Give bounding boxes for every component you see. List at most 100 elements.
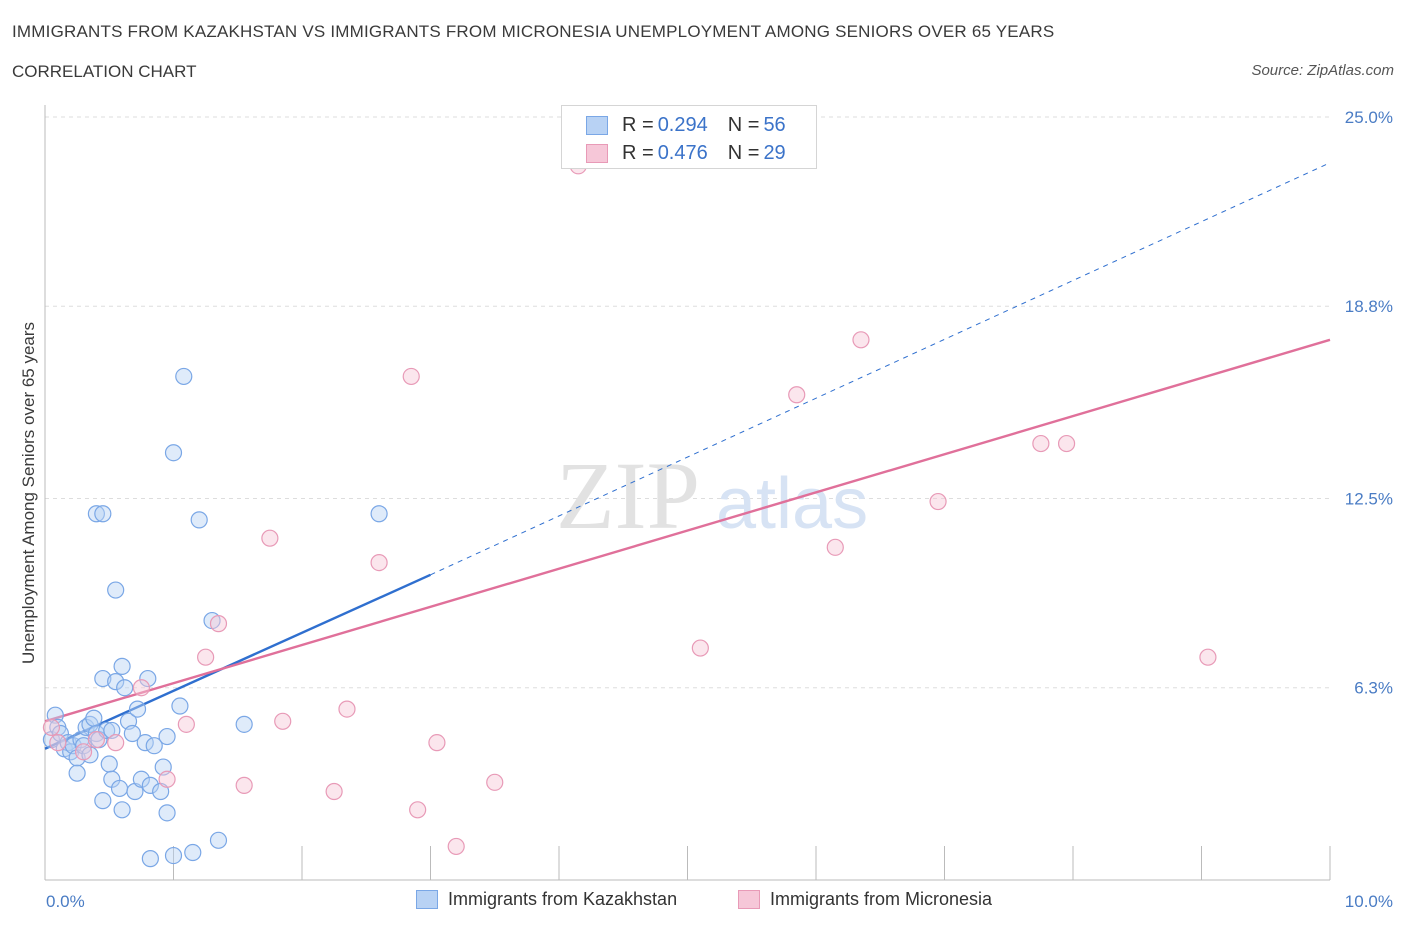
legend-r-value: 0.476 bbox=[657, 141, 708, 164]
kazakhstan-point bbox=[158, 804, 176, 822]
micronesia-point bbox=[325, 782, 343, 801]
x-tick-label: 0.0% bbox=[46, 892, 85, 911]
kazakhstan-point bbox=[113, 801, 131, 819]
micronesia-point bbox=[235, 776, 253, 794]
kazakhstan-point bbox=[107, 673, 125, 691]
micronesia-point bbox=[87, 731, 106, 749]
kazakhstan-point bbox=[110, 779, 129, 798]
kazakhstan-point bbox=[132, 770, 150, 788]
kazakhstan-trend-extension bbox=[430, 162, 1331, 576]
kazakhstan-point bbox=[141, 776, 159, 794]
micronesia-point bbox=[486, 773, 504, 791]
y-tick-label: 25.0% bbox=[1345, 108, 1393, 127]
legend-row-micronesia: R = 0.476 N = 29 bbox=[586, 142, 786, 164]
micronesia-point bbox=[447, 837, 465, 856]
watermark-zip: ZIP bbox=[556, 442, 700, 549]
kazakhstan-point bbox=[85, 709, 103, 727]
y-tick-label: 18.8% bbox=[1345, 297, 1393, 316]
kazakhstan-point bbox=[94, 792, 112, 810]
kazakhstan-point bbox=[158, 727, 176, 746]
legend-r-value: 0.294 bbox=[657, 113, 708, 136]
legend-n-value: 56 bbox=[763, 113, 786, 136]
axes bbox=[44, 105, 1331, 881]
legend-n-value: 29 bbox=[763, 141, 786, 164]
x-tick-label: 10.0% bbox=[1345, 892, 1393, 911]
legend-row-kazakhstan: R = 0.294 N = 56 bbox=[586, 114, 786, 136]
tick-labels: 6.3% 12.5% 18.8% 25.0% 0.0% 10.0% bbox=[46, 108, 1393, 911]
kazakhstan-point bbox=[235, 715, 253, 733]
kazakhstan-point bbox=[164, 846, 183, 865]
kazakhstan-trend-line bbox=[44, 573, 431, 750]
legend-box: R = 0.294 N = 56 R = 0.476 N = 29 bbox=[561, 105, 817, 169]
micronesia-point bbox=[428, 734, 446, 752]
micronesia-point bbox=[132, 679, 150, 697]
micronesia-point bbox=[107, 734, 125, 752]
kazakhstan-point bbox=[87, 505, 106, 523]
kazakhstan-point bbox=[128, 700, 147, 718]
micronesia-point bbox=[74, 743, 93, 761]
kazakhstan-point bbox=[116, 679, 134, 697]
micronesia-point bbox=[177, 715, 195, 733]
legend-r-label: R = bbox=[622, 113, 654, 136]
trend-lines bbox=[44, 162, 1331, 750]
kazakhstan-point bbox=[113, 657, 131, 675]
watermark-atlas: atlas bbox=[716, 464, 868, 544]
legend-n-label: N = bbox=[727, 141, 760, 164]
kazakhstan-point bbox=[94, 505, 112, 523]
micronesia-point bbox=[274, 712, 292, 730]
grid-lines bbox=[45, 116, 1330, 689]
kazakhstan-point bbox=[175, 367, 193, 386]
legend-n-label: N = bbox=[727, 113, 760, 136]
y-tick-label: 12.5% bbox=[1345, 490, 1393, 509]
kazakhstan-point bbox=[68, 764, 86, 782]
micronesia-point bbox=[338, 700, 356, 718]
micronesia-point bbox=[691, 639, 709, 657]
kazakhstan-point bbox=[107, 581, 125, 599]
kazakhstan-point bbox=[136, 734, 154, 752]
micronesia-point bbox=[49, 734, 67, 752]
legend-r-label: R = bbox=[622, 141, 654, 164]
micronesia-point bbox=[42, 718, 61, 737]
y-axis-label: Unemployment Among Seniors over 65 years bbox=[19, 322, 38, 664]
chart-title: IMMIGRANTS FROM KAZAKHSTAN VS IMMIGRANTS… bbox=[12, 22, 1055, 41]
micronesia-point bbox=[209, 615, 228, 633]
bottom-legend-swatch-kazakhstan bbox=[416, 890, 438, 909]
micronesia-point bbox=[402, 367, 420, 386]
legend-swatch-micronesia bbox=[586, 143, 608, 163]
micronesia-trend-line bbox=[44, 338, 1331, 723]
micronesia-point bbox=[409, 801, 427, 819]
micronesia-point bbox=[261, 529, 279, 547]
bottom-legend-micronesia: Immigrants from Micronesia bbox=[738, 889, 992, 910]
micronesia-point bbox=[1057, 434, 1076, 453]
kazakhstan-point bbox=[145, 737, 163, 755]
micronesia-point bbox=[852, 331, 870, 349]
watermark: ZIP atlas bbox=[556, 442, 868, 549]
bottom-legend-kazakhstan: Immigrants from Kazakhstan bbox=[416, 889, 677, 910]
source-label: Source: ZipAtlas.com bbox=[1251, 62, 1394, 79]
chart-subtitle: CORRELATION CHART bbox=[12, 62, 197, 81]
kazakhstan-point bbox=[190, 511, 208, 529]
micronesia-point bbox=[826, 538, 844, 556]
micronesia-point bbox=[1199, 648, 1217, 666]
micronesia-point bbox=[1032, 434, 1050, 453]
kazakhstan-point bbox=[94, 669, 112, 688]
kazakhstan-point bbox=[100, 755, 118, 773]
bottom-legend-swatch-micronesia bbox=[738, 890, 760, 909]
kazakhstan-point bbox=[141, 850, 159, 868]
micronesia-point bbox=[929, 492, 947, 511]
kazakhstan-point bbox=[184, 843, 202, 862]
kazakhstan-point bbox=[171, 697, 189, 715]
kazakhstan-point bbox=[209, 831, 228, 849]
kazakhstan-point bbox=[164, 444, 183, 462]
micronesia-point bbox=[158, 770, 176, 788]
micronesia-point bbox=[788, 386, 806, 404]
y-tick-label: 6.3% bbox=[1354, 679, 1393, 698]
kazakhstan-point bbox=[123, 724, 141, 743]
bottom-legend-label-kazakhstan: Immigrants from Kazakhstan bbox=[448, 889, 678, 909]
micronesia-point bbox=[197, 648, 215, 666]
kazakhstan-point bbox=[370, 505, 388, 523]
data-points bbox=[42, 151, 1217, 868]
kazakhstan-point bbox=[139, 669, 157, 688]
bottom-legend-label-micronesia: Immigrants from Micronesia bbox=[770, 889, 993, 909]
